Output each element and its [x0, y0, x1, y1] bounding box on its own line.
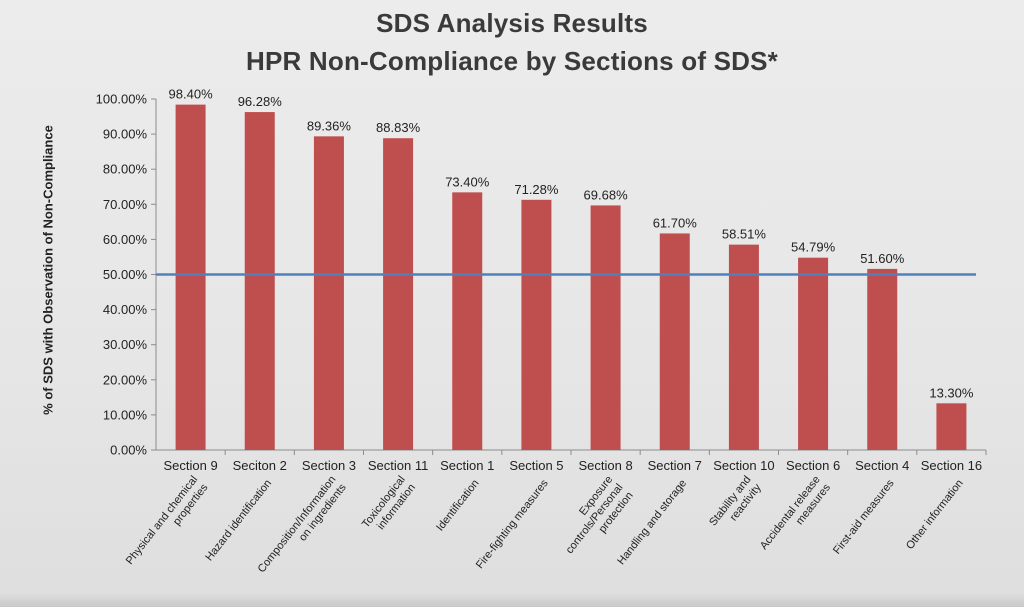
x-category-description-line: Physical and chemical [124, 474, 200, 567]
x-category-description: Toxicologicalinformation [360, 474, 418, 539]
y-tick-label: 70.00% [103, 197, 148, 212]
data-label: 13.30% [929, 385, 974, 400]
data-label: 89.36% [307, 118, 352, 133]
x-category-description: Physical and chemicalproperties [124, 473, 211, 575]
x-tick-label: Section 5 [509, 458, 563, 473]
x-category-description-line: Other information [904, 477, 966, 551]
chart-subtitle: HPR Non-Compliance by Sections of SDS* [245, 46, 778, 76]
bar [244, 112, 275, 451]
bar [590, 205, 621, 450]
x-tick-label: Section 1 [440, 458, 494, 473]
y-tick-label: 50.00% [103, 267, 148, 282]
y-tick-label: 30.00% [103, 337, 148, 352]
data-label: 58.51% [722, 227, 767, 242]
bar [313, 136, 344, 450]
x-category-description: Stability andreactivity [707, 473, 764, 536]
data-label: 73.40% [445, 174, 490, 189]
x-tick-label: Section 4 [855, 458, 909, 473]
x-category-description-line: First-aid measures [831, 477, 897, 557]
x-tick-label: Seciton 2 [233, 458, 287, 473]
x-tick-label: Section 8 [578, 458, 632, 473]
y-tick-label: 40.00% [103, 302, 148, 317]
y-tick-label: 90.00% [103, 127, 148, 142]
data-label: 51.60% [860, 251, 905, 266]
y-tick-label: 60.00% [103, 232, 148, 247]
bottom-shade [0, 593, 1024, 607]
y-tick-label: 100.00% [96, 92, 148, 107]
x-category-description-line: Hazard identification [203, 477, 274, 563]
bar [521, 199, 552, 450]
bar [659, 233, 690, 450]
x-category-description: Accidental releasemeasures [758, 473, 833, 560]
data-label: 96.28% [238, 94, 283, 109]
y-tick-label: 20.00% [103, 372, 148, 387]
x-category-description: First-aid measures [831, 477, 897, 557]
x-category-description: Identification [434, 477, 481, 533]
x-category-description: Fire-fighting measures [474, 477, 551, 571]
x-category-description-line: Fire-fighting measures [474, 477, 551, 571]
chart-title: SDS Analysis Results [376, 8, 648, 38]
data-label: 71.28% [514, 182, 559, 197]
y-tick-label: 10.00% [103, 407, 148, 422]
data-label: 54.79% [791, 240, 836, 255]
bar [452, 192, 483, 450]
bar [936, 403, 967, 450]
bar [383, 138, 414, 450]
x-tick-label: Section 16 [921, 458, 982, 473]
y-tick-label: 0.00% [110, 443, 147, 458]
x-category-description: Other information [904, 477, 966, 551]
x-tick-label: Section 11 [368, 458, 428, 473]
data-label: 61.70% [653, 215, 698, 230]
x-tick-label: Section 9 [163, 458, 217, 473]
y-tick-label: 80.00% [103, 162, 148, 177]
bar [728, 244, 759, 450]
bar [798, 257, 829, 450]
data-label: 98.40% [169, 87, 214, 102]
x-category-description-line: Identification [434, 477, 481, 533]
x-tick-label: Section 7 [648, 458, 702, 473]
x-tick-label: Section 6 [786, 458, 840, 473]
bar [175, 104, 206, 450]
x-category-description: Hazard identification [203, 477, 274, 563]
data-label: 69.68% [584, 187, 629, 202]
x-tick-label: Section 3 [302, 458, 356, 473]
x-tick-label: Section 10 [713, 458, 774, 473]
data-label: 88.83% [376, 120, 421, 135]
bar [867, 268, 898, 450]
